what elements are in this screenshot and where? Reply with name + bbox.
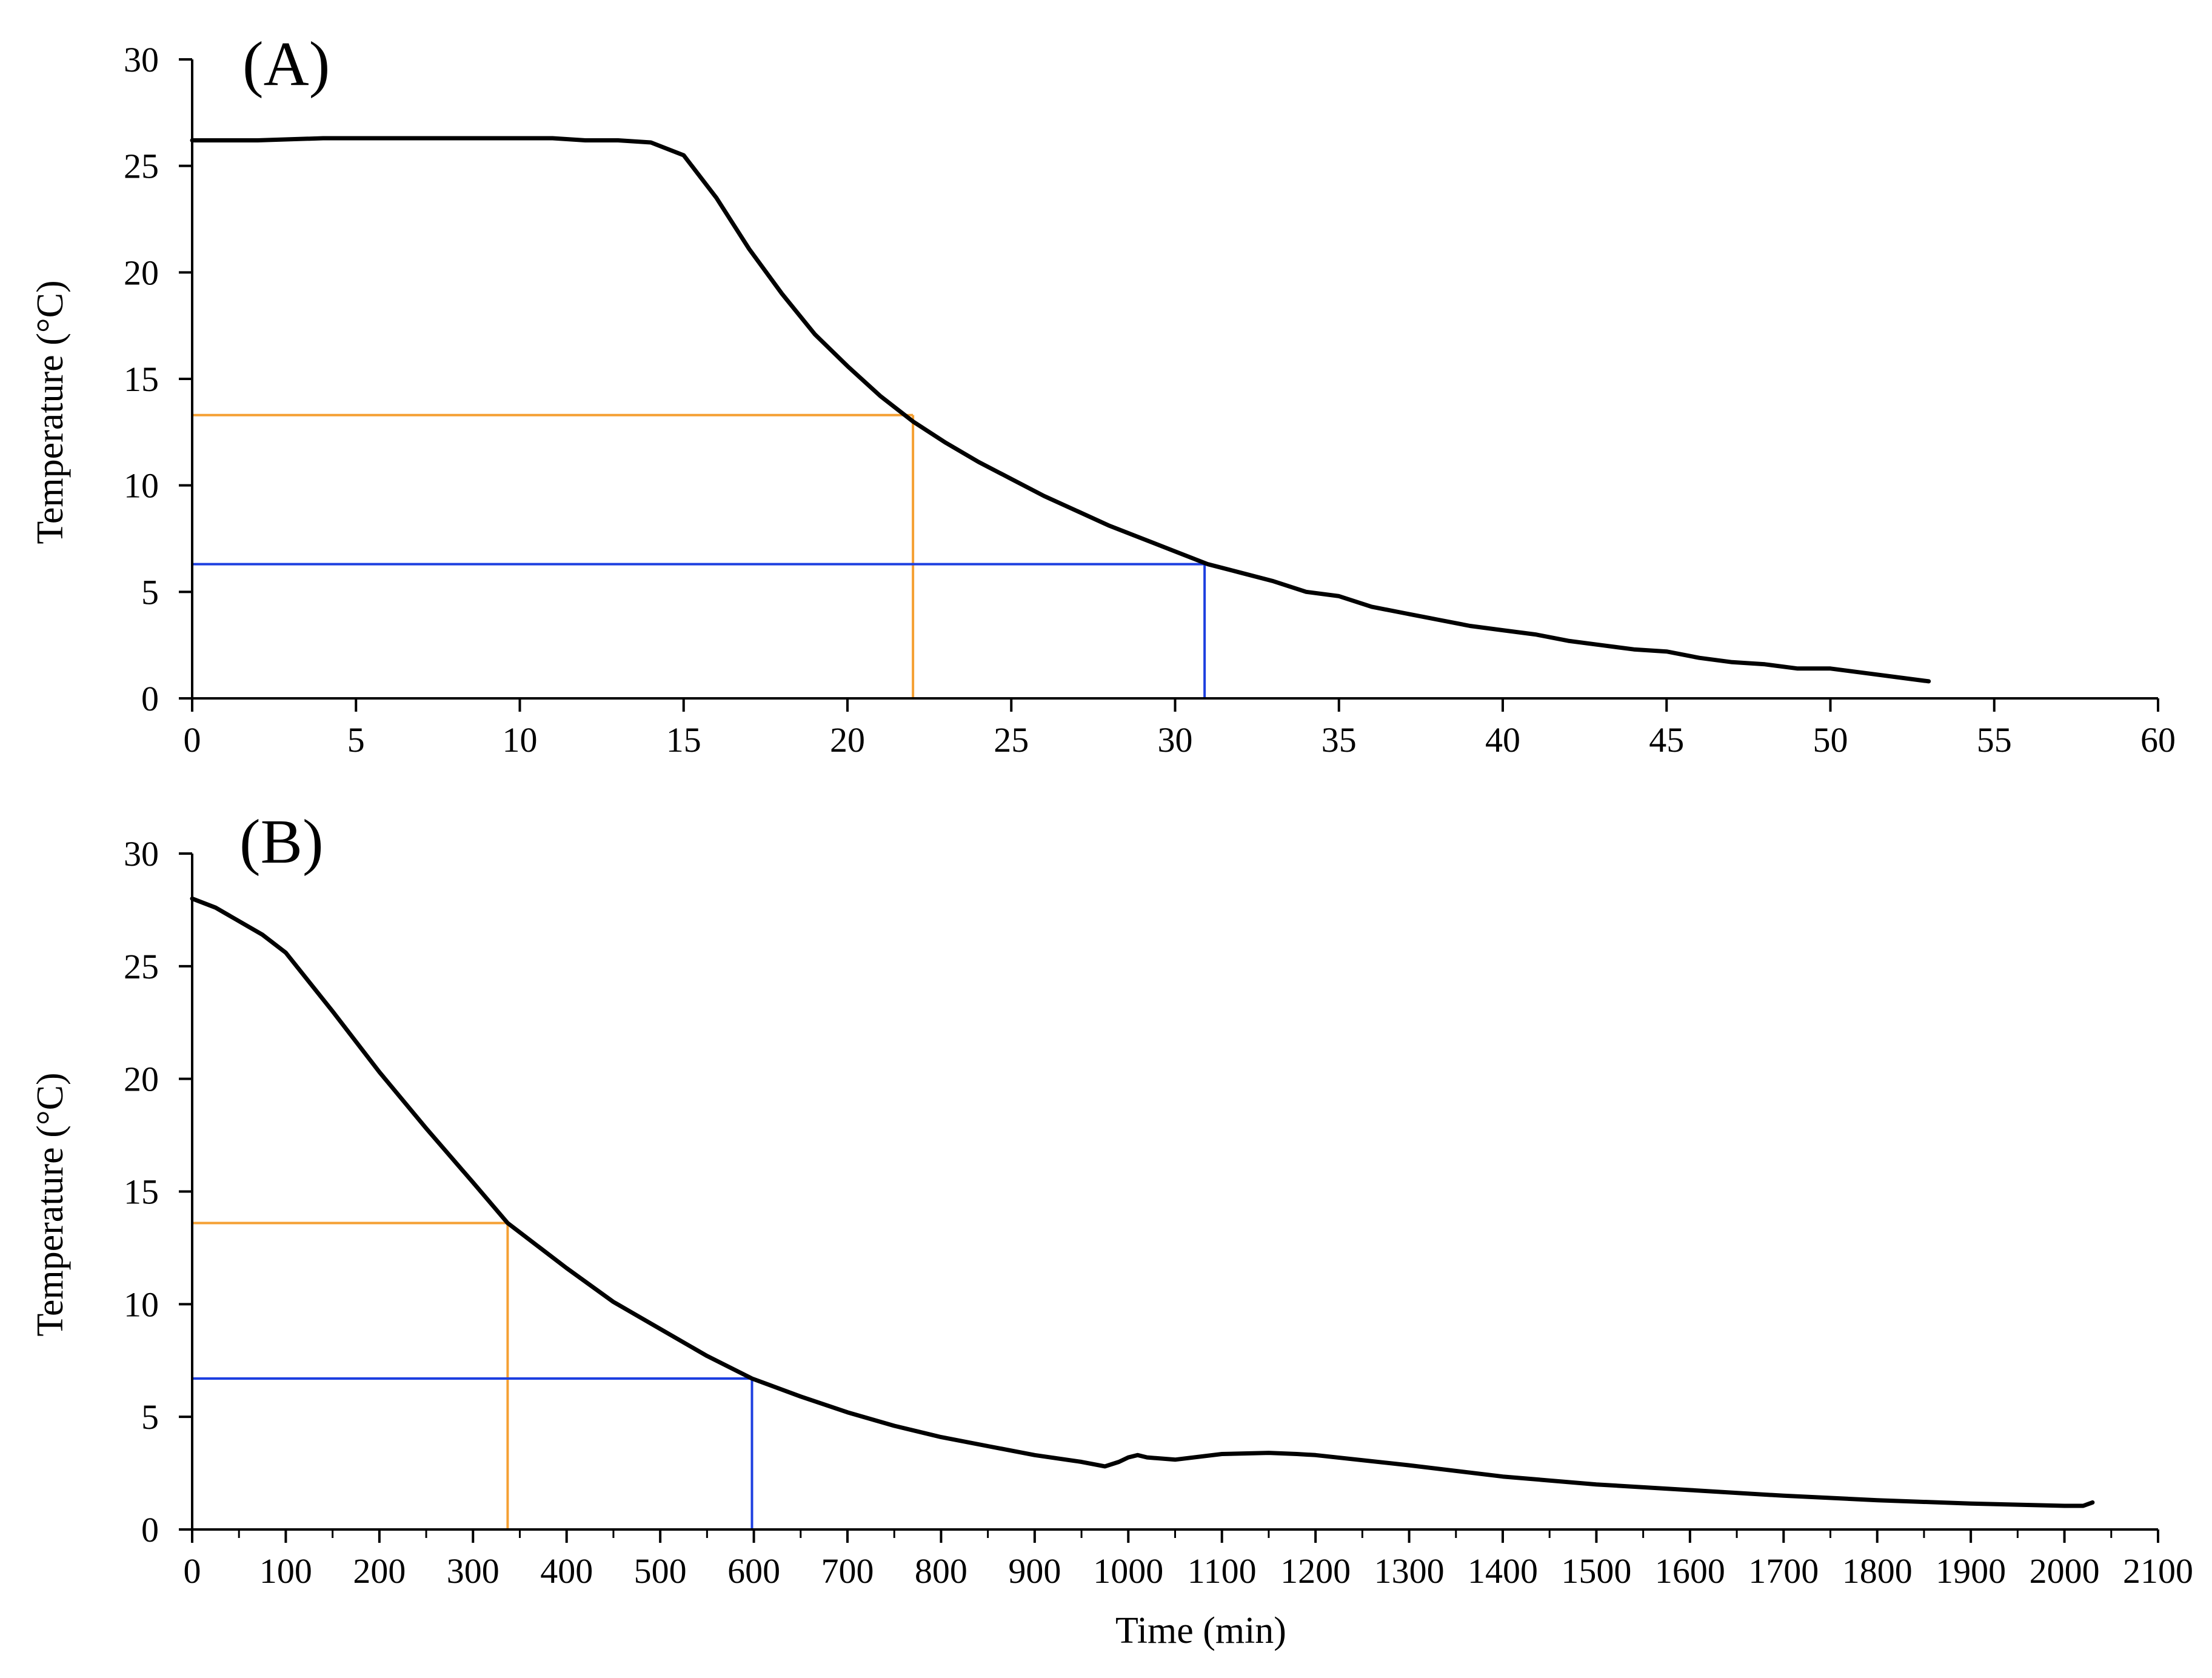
panel-b-x-tick-label: 1200 bbox=[1280, 1551, 1351, 1591]
panel-b-y-tick-label: 10 bbox=[124, 1285, 159, 1324]
panel-a-y-tick-label: 20 bbox=[124, 253, 159, 292]
panel-a-x-tick-label: 15 bbox=[666, 720, 701, 760]
panel-b-x-tick-label: 0 bbox=[184, 1551, 201, 1591]
panel-b-x-tick-label: 1400 bbox=[1468, 1551, 1538, 1591]
panel-a-x-tick-label: 20 bbox=[830, 720, 865, 760]
panel-b-markers bbox=[192, 1222, 753, 1529]
panel-a-x-tick-label: 35 bbox=[1322, 720, 1357, 760]
panel-b-y-tick-label: 5 bbox=[141, 1397, 159, 1437]
panel-b-x-tick-label: 1500 bbox=[1561, 1551, 1631, 1591]
panel-b-ticks bbox=[179, 852, 2159, 1543]
panel-a: 0 5 10 15 20 25 30 35 40 45 50 55 60 0 5 10 15 20 25 30 Te… bbox=[30, 29, 2176, 760]
panel-a-x-tick-label: 55 bbox=[1977, 720, 2012, 760]
panel-b-x-tick-label: 300 bbox=[447, 1551, 500, 1591]
panel-a-y-tick-labels: 0 5 10 15 20 25 30 bbox=[124, 40, 159, 718]
panel-b-y-axis-title: Temperature (°C) bbox=[30, 1072, 71, 1336]
panel-b-x-tick-label: 1100 bbox=[1188, 1551, 1257, 1591]
panel-a-x-tick-label: 60 bbox=[2140, 720, 2176, 760]
panel-a-ticks bbox=[179, 58, 2159, 712]
panel-a-x-tick-label: 30 bbox=[1158, 720, 1193, 760]
panel-b-x-tick-label: 1000 bbox=[1093, 1551, 1163, 1591]
panel-b-label: (B) bbox=[239, 807, 324, 877]
panel-b-x-tick-label: 800 bbox=[915, 1551, 967, 1591]
panel-a-label: (A) bbox=[242, 29, 330, 99]
panel-a-y-tick-label: 5 bbox=[141, 572, 159, 612]
panel-b-x-tick-label: 200 bbox=[353, 1551, 406, 1591]
panel-b-x-tick-label: 700 bbox=[821, 1551, 874, 1591]
panel-a-x-tick-labels: 0 5 10 15 20 25 30 35 40 45 50 55 60 bbox=[184, 720, 2176, 760]
panel-a-y-tick-label: 30 bbox=[124, 40, 159, 79]
panel-b-temperature-curve bbox=[190, 896, 2095, 1508]
panel-a-y-tick-label: 15 bbox=[124, 359, 159, 399]
panel-a-temperature-curve bbox=[190, 136, 1931, 684]
panel-b-x-tick-label: 2100 bbox=[2123, 1551, 2193, 1591]
panel-b-y-tick-label: 25 bbox=[124, 947, 159, 986]
panel-b-x-tick-label: 1900 bbox=[1936, 1551, 2006, 1591]
panel-b-x-tick-label: 400 bbox=[540, 1551, 593, 1591]
panel-b-y-tick-label: 20 bbox=[124, 1060, 159, 1099]
panel-a-x-tick-label: 50 bbox=[1813, 720, 1848, 760]
panel-a-markers bbox=[192, 413, 1206, 698]
panel-b-y-tick-label: 15 bbox=[124, 1172, 159, 1212]
panel-a-y-tick-label: 10 bbox=[124, 466, 159, 506]
panel-a-x-tick-label: 5 bbox=[347, 720, 365, 760]
panel-b-x-tick-label: 1600 bbox=[1655, 1551, 1725, 1591]
panel-b-x-tick-label: 600 bbox=[727, 1551, 780, 1591]
panel-b: 0 100 200 300 400 500 600 700 800 900 1000 1100 1200… bbox=[30, 807, 2193, 1651]
panel-a-x-tick-label: 40 bbox=[1485, 720, 1520, 760]
panel-b-x-tick-label: 100 bbox=[259, 1551, 312, 1591]
panel-b-y-tick-label: 0 bbox=[141, 1510, 159, 1549]
panel-a-x-tick-label: 0 bbox=[184, 720, 201, 760]
panel-b-x-tick-label: 1300 bbox=[1374, 1551, 1445, 1591]
panel-b-x-tick-label: 2000 bbox=[2030, 1551, 2100, 1591]
panel-a-x-tick-label: 45 bbox=[1649, 720, 1684, 760]
panel-a-x-tick-label: 25 bbox=[994, 720, 1029, 760]
panel-b-x-tick-label: 1700 bbox=[1748, 1551, 1819, 1591]
panel-a-y-axis-title: Temperature (°C) bbox=[30, 280, 71, 544]
panel-b-x-tick-label: 900 bbox=[1008, 1551, 1061, 1591]
panel-b-x-tick-labels: 0 100 200 300 400 500 600 700 800 900 1000 1100 1200… bbox=[184, 1551, 2194, 1591]
panel-b-y-tick-label: 30 bbox=[124, 834, 159, 874]
panel-a-y-tick-label: 0 bbox=[141, 679, 159, 718]
panel-b-x-tick-label: 1800 bbox=[1842, 1551, 1913, 1591]
panel-a-x-tick-label: 10 bbox=[503, 720, 538, 760]
panel-b-x-axis-title: Time (min) bbox=[1115, 1610, 1286, 1651]
panel-b-x-tick-label: 500 bbox=[634, 1551, 687, 1591]
panel-a-y-tick-label: 25 bbox=[124, 147, 159, 186]
panel-b-y-tick-labels: 0 5 10 15 20 25 30 bbox=[124, 834, 159, 1549]
